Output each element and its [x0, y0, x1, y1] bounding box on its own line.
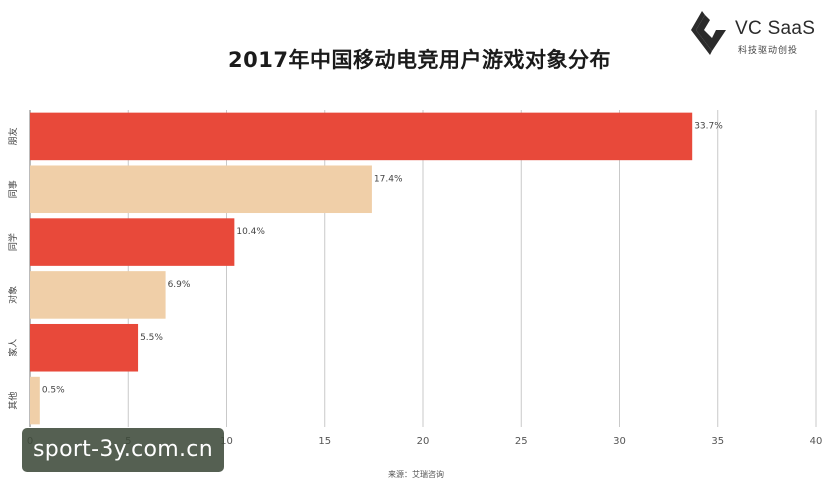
bar	[30, 323, 139, 372]
source-note: 来源：艾瑞咨询	[388, 470, 444, 479]
x-tick-label: 25	[515, 436, 528, 447]
x-tick-label: 35	[711, 436, 724, 447]
category-label: 对象	[7, 286, 19, 304]
x-tick-label: 20	[417, 436, 430, 447]
x-tick-label: 10	[220, 436, 233, 447]
chart-title: 2017年中国移动电竞用户游戏对象分布	[228, 48, 611, 72]
x-tick-label: 40	[810, 436, 823, 447]
bar-data-label: 17.4%	[374, 174, 403, 184]
bar-data-label: 33.7%	[694, 121, 723, 131]
watermark-badge: sport-3y.com.cn	[22, 428, 224, 472]
bar	[30, 218, 235, 266]
bar	[30, 376, 40, 425]
bar-data-label: 10.4%	[236, 227, 265, 237]
bar	[30, 165, 372, 214]
vc-saas-logo: VC SaaS 科技驱动创投	[688, 8, 828, 60]
bar	[30, 112, 693, 161]
category-label: 家人	[7, 339, 19, 357]
logo-name: VC SaaS	[735, 18, 816, 39]
category-label: 同事	[7, 180, 19, 198]
category-label: 其他	[7, 392, 19, 410]
logo-mark-icon	[691, 11, 726, 55]
bar	[30, 271, 166, 319]
logo-tagline: 科技驱动创投	[738, 46, 799, 56]
bar-data-label: 6.9%	[168, 280, 191, 290]
category-label: 同学	[7, 233, 19, 251]
bar-data-label: 0.5%	[42, 386, 65, 396]
category-label: 朋友	[7, 127, 19, 145]
x-tick-label: 30	[613, 436, 626, 447]
x-tick-label: 15	[318, 436, 331, 447]
bar-data-label: 5.5%	[140, 333, 163, 343]
